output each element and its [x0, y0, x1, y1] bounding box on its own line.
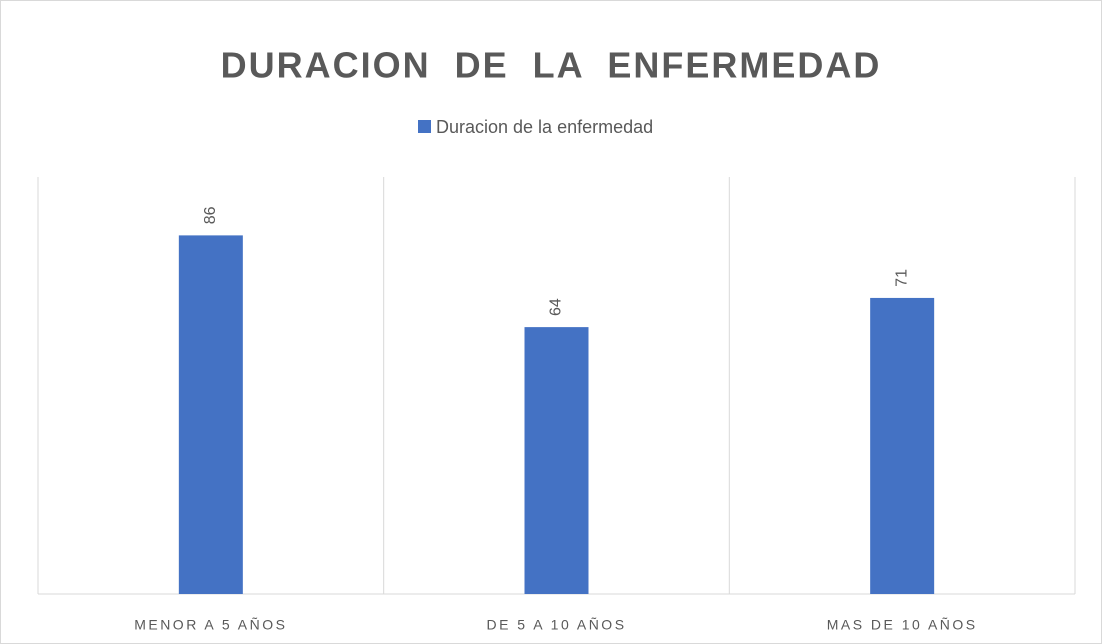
- chart-title: DURACION DE LA ENFERMEDAD: [221, 45, 882, 86]
- data-label: 71: [893, 269, 910, 287]
- bar: [178, 235, 243, 594]
- x-tick-label: MENOR A 5 AÑOS: [134, 617, 287, 633]
- bar: [524, 327, 589, 594]
- data-label: 64: [548, 298, 565, 316]
- x-tick-label: DE 5 A 10 AÑOS: [486, 617, 626, 633]
- data-label: 86: [202, 206, 219, 224]
- x-tick-label: MAS DE 10 AÑOS: [827, 617, 978, 633]
- bar: [870, 297, 935, 594]
- legend-label: Duracion de la enfermedad: [436, 117, 653, 137]
- legend-swatch: [418, 120, 431, 133]
